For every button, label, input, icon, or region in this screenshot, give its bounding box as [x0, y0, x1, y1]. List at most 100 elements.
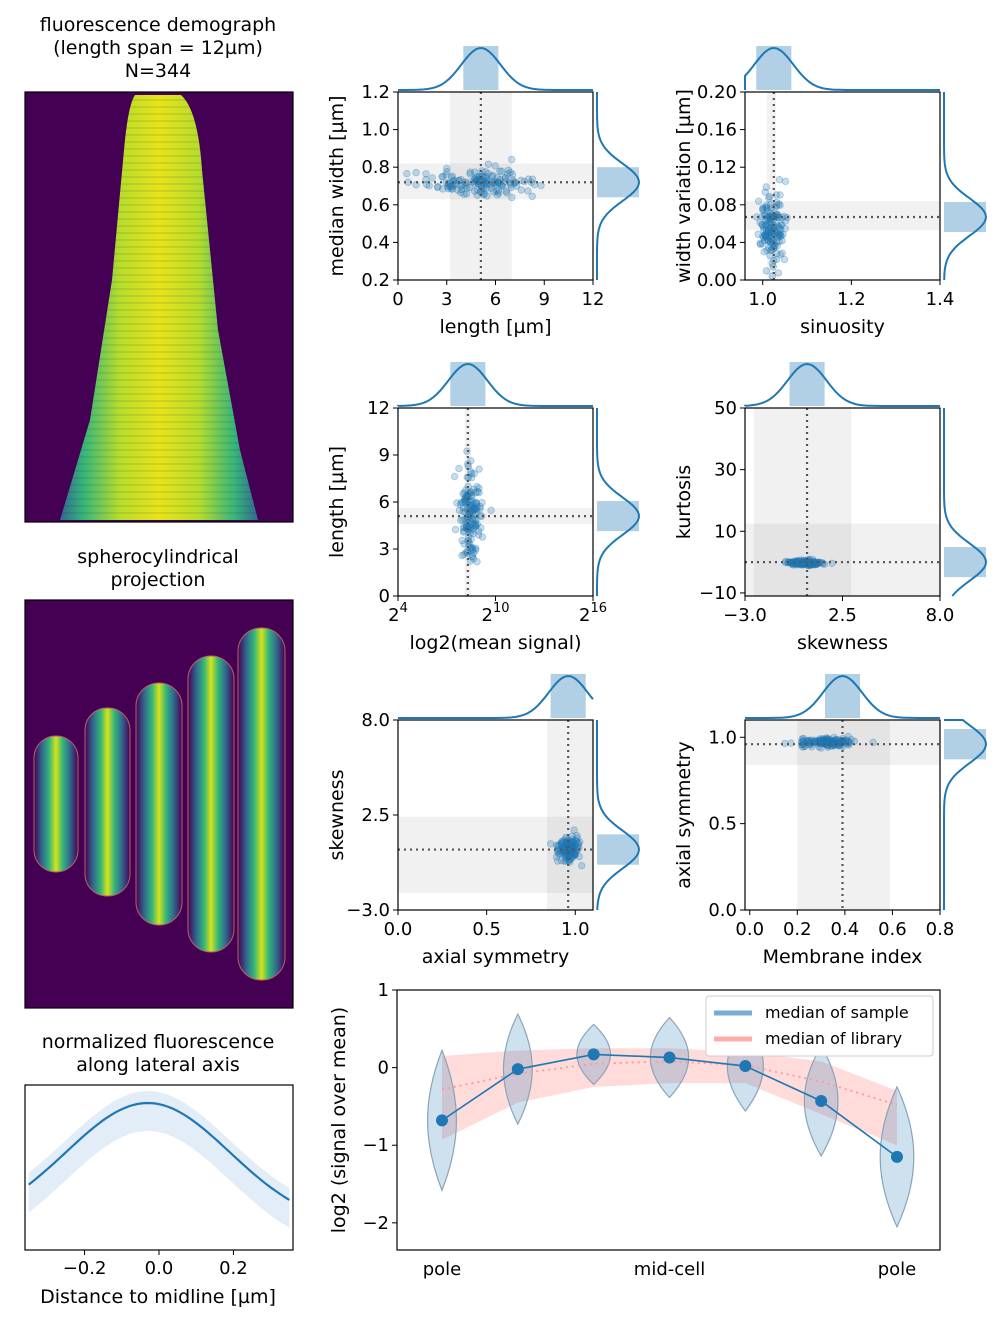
scatter-point — [754, 230, 762, 238]
scatter-point — [568, 844, 577, 852]
sample-point — [891, 1150, 903, 1163]
profile-xtick-label: mid-cell — [634, 1259, 705, 1280]
yaxis-label: axial symmetry — [673, 741, 695, 888]
scatter-point — [468, 492, 476, 500]
scatter-point — [468, 520, 476, 528]
scatter-point — [471, 505, 479, 514]
scatter-point — [467, 529, 475, 537]
scatter-point — [467, 457, 475, 465]
scatter-point — [487, 184, 495, 192]
marginal-right-kde — [943, 92, 988, 281]
scatter-point — [507, 155, 516, 164]
scatter-point — [455, 464, 463, 473]
scatter-point — [468, 552, 477, 560]
scatter-point — [470, 504, 479, 513]
scatter-point — [466, 540, 474, 548]
scatter-point — [438, 185, 447, 193]
scatter-point — [799, 734, 808, 743]
scatter-point — [805, 737, 813, 745]
scatter-point — [462, 189, 471, 198]
marginal-right-kde — [943, 719, 987, 910]
scatter-point — [832, 736, 840, 744]
sample-point — [436, 1114, 448, 1127]
scatter-point — [557, 840, 566, 848]
ytick-label: 9 — [379, 445, 390, 466]
scatter-point — [476, 502, 484, 511]
scatter-point — [820, 739, 828, 747]
scatter-point — [558, 842, 566, 850]
marginal-top-kde — [398, 675, 594, 719]
scatter-point — [489, 188, 498, 196]
scatter-point — [569, 841, 578, 849]
scatter-point — [508, 170, 517, 179]
scatter-point — [459, 508, 467, 516]
scatter-point — [573, 834, 581, 842]
scatter-point — [567, 842, 575, 850]
scatter-point — [475, 173, 484, 181]
scatter-point — [468, 553, 476, 561]
ytick-label: 1.0 — [361, 120, 390, 141]
scatter-point — [475, 465, 483, 473]
scatter-point — [422, 170, 430, 178]
xtick-label: 210 — [482, 601, 510, 626]
ytick-label: −3.0 — [346, 900, 390, 921]
band-x — [797, 720, 891, 910]
scatter-point — [478, 498, 486, 507]
scatter-point — [830, 737, 839, 745]
profile-xtick-label: pole — [423, 1259, 462, 1280]
scatter-point — [501, 174, 509, 182]
scatter-point — [459, 490, 467, 498]
demograph-stripes — [25, 99, 293, 514]
scatter-point — [762, 220, 771, 228]
xaxis-label: axial symmetry — [422, 946, 569, 968]
xtick-label: 12 — [582, 289, 605, 310]
ytick-label: 0.04 — [697, 232, 737, 253]
scatter-point — [765, 232, 773, 240]
scatter-point — [448, 182, 456, 191]
scatter-point — [772, 255, 781, 264]
profile-xtick-label: pole — [878, 1259, 917, 1280]
scatter-panel-skewness_kurtosis: −3.0 2.5 8.0 −10 10 30 50 skewness kurtosis — [673, 362, 988, 654]
scatter-point — [569, 836, 577, 844]
demograph-title-line1: fluorescence demograph — [40, 14, 276, 36]
scatter-point — [844, 732, 852, 741]
scatter-point — [557, 856, 566, 865]
scatter-point — [794, 558, 803, 567]
scatter-point — [762, 204, 771, 212]
scatter-point — [572, 837, 580, 845]
scatter-point — [777, 221, 786, 230]
scatter-point — [555, 849, 564, 858]
scatter-point — [512, 182, 521, 190]
scatter-point — [552, 841, 561, 849]
scatter-point — [568, 846, 576, 854]
scatter-point — [823, 738, 831, 746]
profile-yaxis-label: log2 (signal over mean) — [328, 1007, 350, 1233]
marginal-right-hist — [597, 167, 639, 198]
scatter-point — [433, 183, 442, 192]
scatter-panel-signal_length: 24 210 216 0 3 6 9 12 log2(mean signal) length [µ… — [326, 362, 640, 654]
scatter-point — [761, 230, 770, 239]
scatter-point — [825, 737, 833, 745]
projection-cell-5 — [237, 627, 286, 981]
scatter-point — [557, 840, 565, 848]
marginal-top-hist — [824, 674, 861, 718]
ytick-label: 0.12 — [697, 157, 737, 178]
scatter-point — [824, 735, 833, 744]
scatter-point — [764, 227, 773, 236]
scatter-point — [467, 469, 476, 478]
xtick-label: 3 — [441, 289, 452, 310]
scatter-point — [807, 560, 816, 568]
scatter-point — [455, 176, 464, 185]
scatter-point — [499, 182, 507, 191]
scatter-point — [454, 186, 462, 194]
lateral-band — [28, 1091, 290, 1228]
projection-title-line1: spherocylindrical — [77, 546, 239, 568]
legend-library-label: median of library — [765, 1029, 902, 1048]
legend-box — [705, 995, 934, 1057]
scatter-point — [796, 559, 805, 568]
scatter-point — [471, 520, 479, 528]
scatter-point — [759, 232, 767, 240]
scatter-point — [473, 504, 481, 512]
scatter-point — [460, 540, 468, 548]
scatter-point — [824, 743, 832, 751]
